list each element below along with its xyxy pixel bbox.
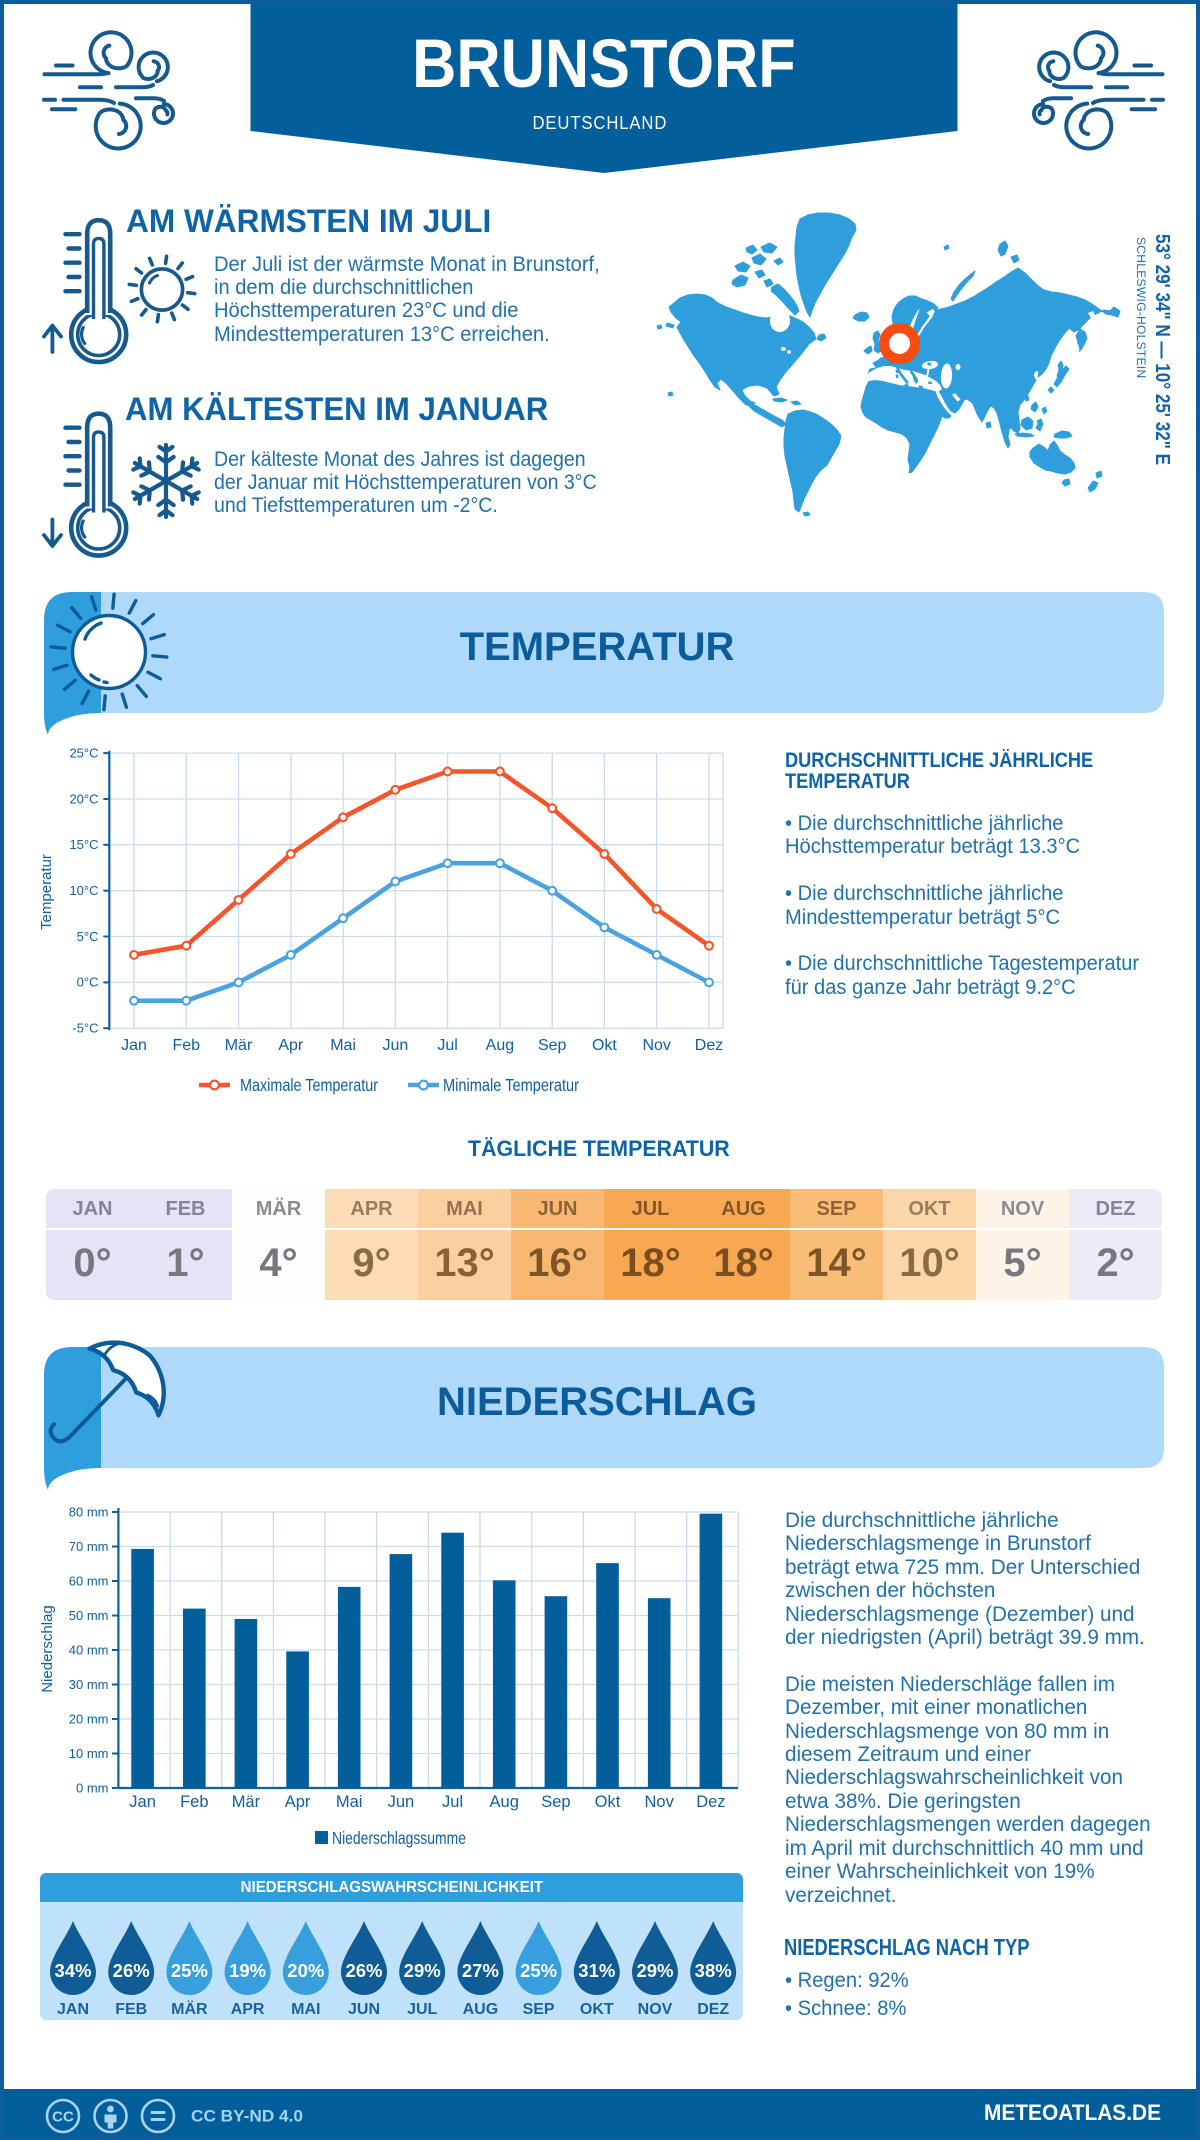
svg-text:20%: 20% — [287, 1960, 324, 1981]
svg-text:70 mm: 70 mm — [69, 1539, 109, 1554]
svg-text:DEZ: DEZ — [697, 2001, 729, 2018]
svg-text:Apr: Apr — [285, 1793, 311, 1811]
svg-text:Jan: Jan — [129, 1793, 156, 1811]
svg-text:Jun: Jun — [388, 1793, 415, 1811]
svg-text:FEB: FEB — [115, 2001, 147, 2018]
svg-text:NOV: NOV — [638, 2001, 673, 2018]
svg-text:5°C: 5°C — [77, 929, 99, 944]
svg-text:26%: 26% — [113, 1960, 150, 1981]
svg-text:Temperatur: Temperatur — [38, 854, 55, 930]
svg-text:METEOATLAS.DE: METEOATLAS.DE — [984, 2100, 1161, 2125]
svg-text:Jul: Jul — [442, 1793, 463, 1811]
svg-text:Jan: Jan — [121, 1037, 147, 1054]
svg-text:Aug: Aug — [486, 1037, 514, 1054]
svg-text:Nov: Nov — [642, 1037, 670, 1054]
svg-text:26%: 26% — [345, 1960, 382, 1981]
svg-text:Sep: Sep — [541, 1793, 570, 1811]
svg-text:40 mm: 40 mm — [69, 1642, 109, 1657]
svg-text:Mär: Mär — [225, 1037, 253, 1054]
svg-text:-5°C: -5°C — [72, 1021, 98, 1036]
svg-text:JAN: JAN — [57, 2001, 89, 2018]
svg-text:Minimale Temperatur: Minimale Temperatur — [443, 1075, 579, 1095]
svg-text:Mai: Mai — [336, 1793, 363, 1811]
svg-text:JUN: JUN — [348, 2001, 380, 2018]
svg-text:APR: APR — [231, 2001, 265, 2018]
svg-text:MAI: MAI — [291, 2001, 320, 2018]
svg-text:29%: 29% — [636, 1960, 673, 1981]
svg-text:Dez: Dez — [696, 1793, 725, 1811]
svg-text:34%: 34% — [54, 1960, 91, 1981]
svg-text:60 mm: 60 mm — [69, 1573, 109, 1588]
svg-text:0 mm: 0 mm — [76, 1780, 109, 1795]
svg-text:Niederschlagssumme: Niederschlagssumme — [332, 1828, 466, 1848]
svg-text:CC BY-ND 4.0: CC BY-ND 4.0 — [191, 2108, 303, 2126]
svg-text:CC: CC — [52, 2109, 74, 2126]
svg-text:Mai: Mai — [330, 1037, 356, 1054]
svg-text:10°C: 10°C — [69, 883, 98, 898]
svg-text:SEP: SEP — [523, 2001, 555, 2018]
svg-text:27%: 27% — [462, 1960, 499, 1981]
svg-text:Aug: Aug — [490, 1793, 519, 1811]
svg-text:Nov: Nov — [645, 1793, 675, 1811]
svg-text:20 mm: 20 mm — [69, 1711, 109, 1726]
svg-text:19%: 19% — [229, 1960, 266, 1981]
svg-text:0°C: 0°C — [77, 975, 99, 990]
svg-text:Maximale Temperatur: Maximale Temperatur — [240, 1075, 378, 1095]
svg-text:Jun: Jun — [383, 1037, 409, 1054]
svg-text:29%: 29% — [404, 1960, 441, 1981]
svg-text:JUL: JUL — [407, 2001, 437, 2018]
svg-text:AUG: AUG — [463, 2001, 499, 2018]
svg-text:MÄR: MÄR — [171, 2000, 208, 2018]
svg-text:Niederschlag: Niederschlag — [39, 1605, 56, 1693]
svg-text:Dez: Dez — [695, 1037, 723, 1054]
svg-text:Feb: Feb — [180, 1793, 208, 1811]
svg-text:Okt: Okt — [595, 1793, 621, 1811]
svg-text:38%: 38% — [695, 1960, 732, 1981]
svg-text:25°C: 25°C — [69, 745, 98, 760]
svg-text:80 mm: 80 mm — [69, 1504, 109, 1519]
svg-text:Apr: Apr — [278, 1037, 304, 1054]
svg-text:20°C: 20°C — [69, 791, 98, 806]
svg-text:30 mm: 30 mm — [69, 1677, 109, 1692]
svg-text:Sep: Sep — [538, 1037, 567, 1054]
svg-text:50 mm: 50 mm — [69, 1608, 109, 1623]
svg-text:31%: 31% — [578, 1960, 615, 1981]
svg-text:25%: 25% — [171, 1960, 208, 1981]
svg-text:10 mm: 10 mm — [69, 1746, 109, 1761]
svg-text:Jul: Jul — [437, 1037, 457, 1054]
svg-text:25%: 25% — [520, 1960, 557, 1981]
svg-text:15°C: 15°C — [69, 837, 98, 852]
svg-text:Mär: Mär — [232, 1793, 261, 1811]
svg-text:OKT: OKT — [580, 2001, 614, 2018]
svg-text:Feb: Feb — [173, 1037, 201, 1054]
svg-text:Okt: Okt — [592, 1037, 617, 1054]
